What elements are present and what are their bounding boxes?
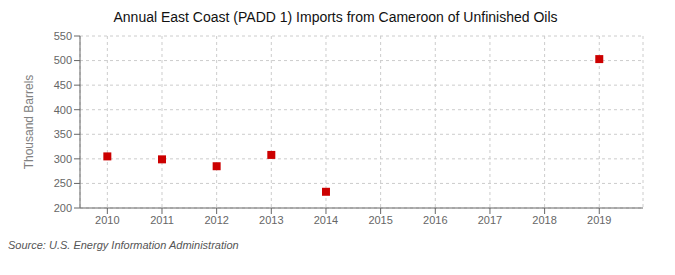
svg-text:2019: 2019 xyxy=(587,214,611,226)
svg-text:2016: 2016 xyxy=(423,214,447,226)
svg-text:2013: 2013 xyxy=(259,214,283,226)
svg-text:2014: 2014 xyxy=(314,214,338,226)
svg-text:550: 550 xyxy=(54,30,72,42)
svg-text:2010: 2010 xyxy=(95,214,119,226)
svg-text:500: 500 xyxy=(54,54,72,66)
html-text:Annual East Coast (PADD 1) Imp: Annual East Coast (PADD 1) Imports from … xyxy=(113,9,558,25)
svg-text:2018: 2018 xyxy=(532,214,556,226)
svg-text:250: 250 xyxy=(54,177,72,189)
svg-text:300: 300 xyxy=(54,153,72,165)
svg-text:2011: 2011 xyxy=(150,214,174,226)
svg-text:2012: 2012 xyxy=(204,214,228,226)
svg-text:400: 400 xyxy=(54,104,72,116)
svg-text:2015: 2015 xyxy=(368,214,392,226)
svg-text:350: 350 xyxy=(54,128,72,140)
html-text:Source: U.S. Energy Informatio: Source: U.S. Energy Information Administ… xyxy=(8,239,239,251)
svg-text:450: 450 xyxy=(54,79,72,91)
svg-text:200: 200 xyxy=(54,202,72,214)
svg-text:2017: 2017 xyxy=(478,214,502,226)
svg-text:Thousand Barrels: Thousand Barrels xyxy=(22,75,36,170)
